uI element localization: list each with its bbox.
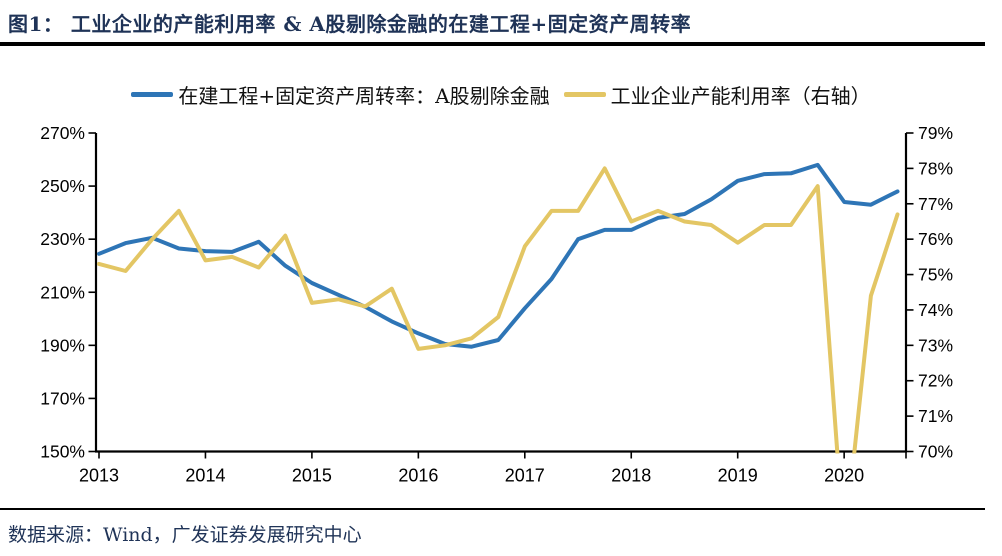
legend-item-turnover: 在建工程+固定资产周转率：A股剔除金融 xyxy=(131,80,550,109)
x-axis-tick-label: 2020 xyxy=(824,466,864,486)
x-axis-tick-label: 2019 xyxy=(718,466,758,486)
line-chart: 270% 250% 230% 210% 190% 170% 150% 79% 78% 77% 76%… xyxy=(0,110,1002,490)
legend-swatch-gold-line xyxy=(563,92,606,97)
left-axis-tick-label: 150% xyxy=(40,442,85,462)
left-axis-tick-label: 190% xyxy=(40,335,85,355)
chart-legend: 在建工程+固定资产周转率：A股剔除金融 工业企业产能利用率（右轴） xyxy=(0,80,1002,109)
legend-label: 在建工程+固定资产周转率：A股剔除金融 xyxy=(178,84,550,108)
left-axis-tick-label: 250% xyxy=(40,176,85,196)
right-axis-tick-label: 72% xyxy=(918,371,953,391)
series-line-capacity xyxy=(97,166,900,454)
title-divider xyxy=(0,42,985,46)
right-axis-tick-label: 76% xyxy=(918,229,953,249)
left-axis-tick-label: 230% xyxy=(40,229,85,249)
x-axis-tick-label: 2013 xyxy=(79,466,119,486)
chart-title: 图1： 工业企业的产能利用率 & A股剔除金融的在建工程+固定资产周转率 xyxy=(8,12,692,36)
left-axis-tick-label: 210% xyxy=(40,282,85,302)
left-axis-tick-label: 270% xyxy=(40,123,85,143)
x-axis-tick-label: 2014 xyxy=(185,466,225,486)
legend-swatch-blue-line xyxy=(131,92,174,97)
x-axis-tick-label: 2017 xyxy=(505,466,545,486)
footer-divider xyxy=(0,508,985,510)
right-axis-tick-label: 75% xyxy=(918,265,953,285)
right-axis-tick-label: 79% xyxy=(918,123,953,143)
x-axis-tick-label: 2018 xyxy=(611,466,651,486)
right-axis-tick-label: 73% xyxy=(918,335,953,355)
right-axis-tick-label: 70% xyxy=(918,442,953,462)
left-axis-tick-label: 170% xyxy=(40,388,85,408)
right-axis-tick-label: 74% xyxy=(918,300,953,320)
x-axis-tick-label: 2015 xyxy=(292,466,332,486)
right-axis-tick-label: 78% xyxy=(918,158,953,178)
legend-item-capacity: 工业企业产能利用率（右轴） xyxy=(563,80,871,109)
legend-label: 工业企业产能利用率（右轴） xyxy=(610,84,871,108)
series-line-turnover xyxy=(97,162,900,349)
chart-canvas: 270% 250% 230% 210% 190% 170% 150% 79% 78% 77% 76%… xyxy=(40,123,953,486)
data-source: 数据来源：Wind，广发证券发展研究中心 xyxy=(8,524,362,546)
right-axis-tick-label: 71% xyxy=(918,406,953,426)
right-axis-tick-label: 77% xyxy=(918,194,953,214)
x-axis-tick-label: 2016 xyxy=(398,466,438,486)
